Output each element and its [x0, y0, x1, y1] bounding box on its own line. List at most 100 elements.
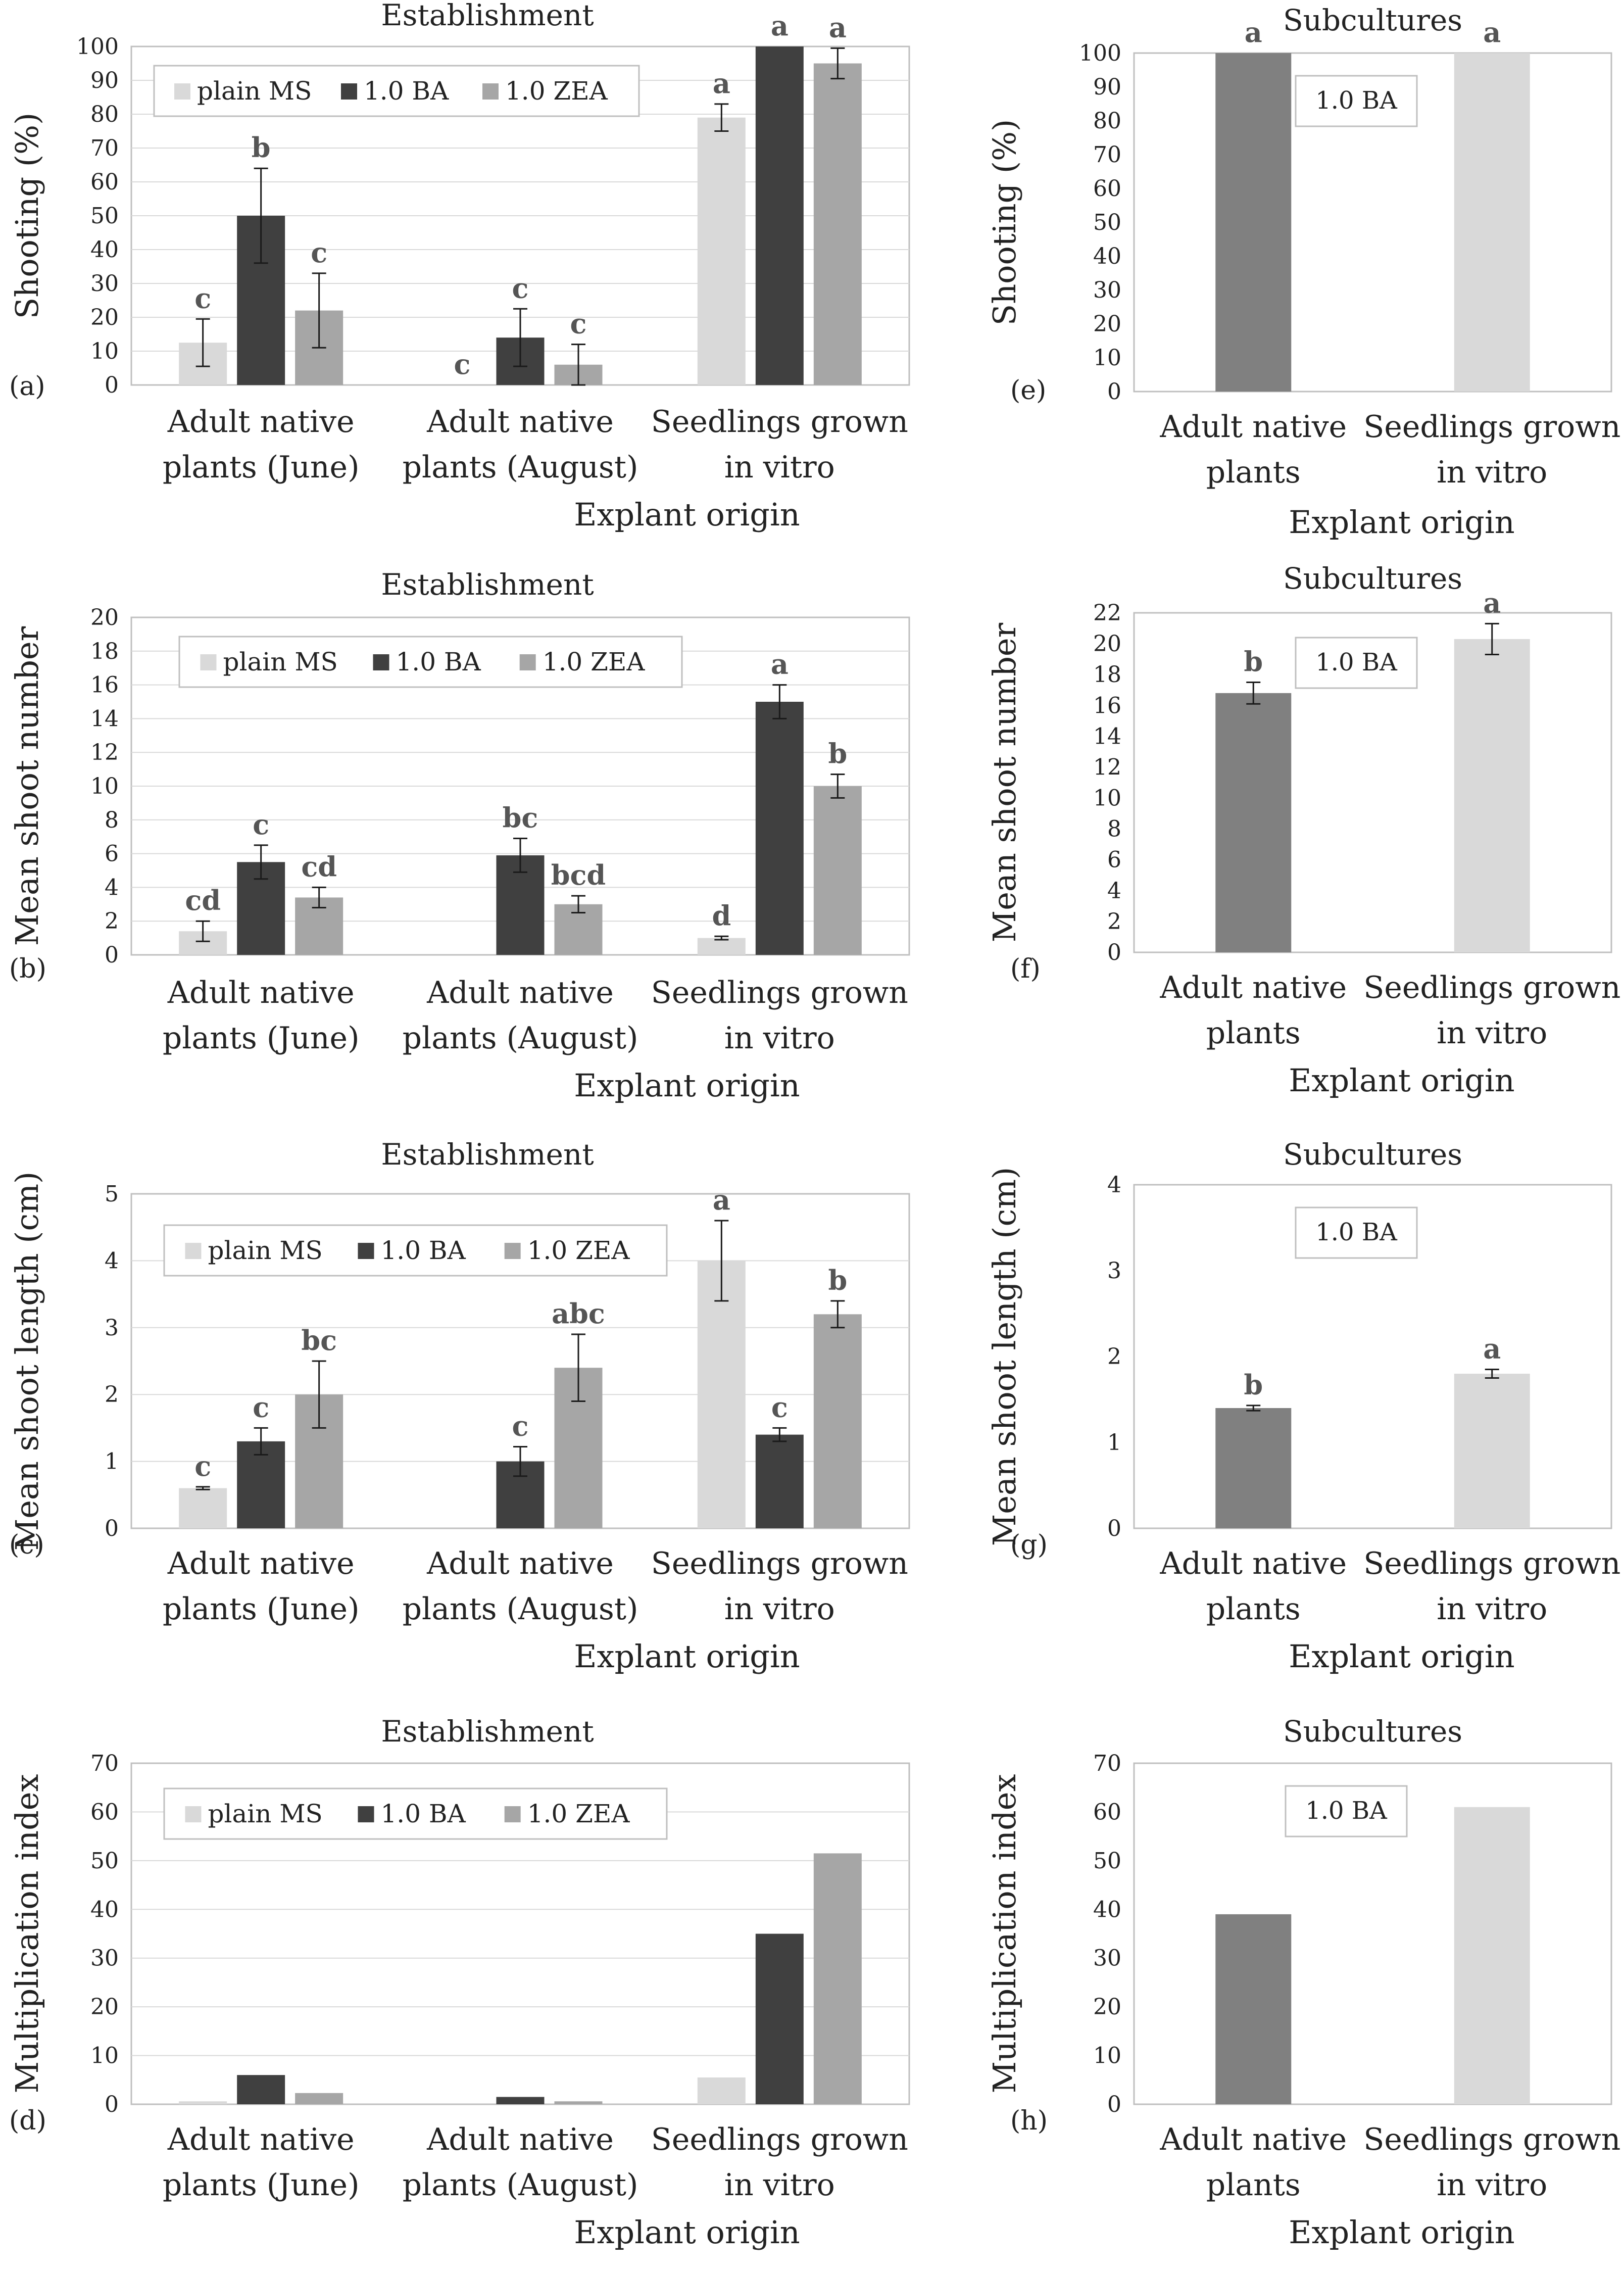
panel-h-y-tick-label: 50	[1093, 1848, 1121, 1874]
panel-c-legend-swatch	[358, 1243, 374, 1259]
panel-d-category-label: Seedlings grown	[651, 2122, 908, 2157]
panel-e-y-tick-label: 90	[1093, 74, 1121, 100]
panel-b-significance-letter: cd	[185, 884, 221, 916]
panel-e-plot-frame	[1133, 52, 1612, 393]
panel-d-category-label: plants (August)	[403, 2167, 638, 2203]
panel-e-treatment-box	[1295, 75, 1418, 127]
panel-f-y-tick-label: 14	[1093, 723, 1121, 749]
panel-c-legend-label: plain MS	[208, 1236, 322, 1265]
panel-g-y-axis-label: Mean shoot length (cm)	[986, 1167, 1023, 1546]
panel-c-y-tick-label: 4	[105, 1248, 119, 1274]
panel-e-y-tick-label: 40	[1093, 244, 1121, 269]
panel-b-legend-label: 1.0 BA	[396, 647, 481, 676]
panel-c-bar	[697, 1261, 746, 1528]
panel-d-legend-label: plain MS	[208, 1799, 322, 1828]
panel-d-y-tick-label: 50	[90, 1848, 119, 1874]
panel-b-y-axis-label: Mean shoot number	[9, 626, 45, 946]
panel-f-significance-letter: a	[1483, 587, 1501, 619]
panel-g-plot-frame	[1133, 1184, 1612, 1529]
panel-b-category-label: Adult native	[426, 975, 614, 1010]
panel-e-category-label: Seedlings grown	[1363, 409, 1620, 445]
panel-a-significance-letter: c	[512, 272, 529, 304]
panel-f-category-label: plants	[1206, 1015, 1301, 1051]
panel-a-y-tick-label: 0	[105, 372, 119, 398]
panel-d-bar	[813, 1853, 862, 2104]
panel-g-y-tick-label: 2	[1107, 1344, 1121, 1370]
panel-h-category-label: plants	[1206, 2167, 1301, 2203]
panel-d-bar	[295, 2093, 343, 2104]
panel-a-significance-letter: a	[713, 67, 730, 100]
panel-b-bar	[697, 938, 746, 955]
panel-b-y-tick-label: 16	[90, 672, 119, 698]
panel-e-y-axis-label: Shooting (%)	[986, 119, 1023, 325]
panel-d-y-tick-label: 30	[90, 1946, 119, 1971]
panel-g-y-tick-label: 1	[1107, 1430, 1121, 1456]
panel-f-plot-frame	[1133, 612, 1612, 953]
panel-h-y-tick-label: 10	[1093, 2043, 1121, 2069]
panel-b-category-label: Seedlings grown	[651, 975, 908, 1010]
panel-e-bar	[1454, 53, 1530, 392]
panel-a-category-label: Seedlings grown	[651, 404, 908, 440]
panel-a-y-tick-label: 90	[90, 68, 119, 93]
panel-b-panel-label: (b)	[9, 954, 46, 984]
panel-a-category-label: in vitro	[724, 450, 835, 485]
panel-b-significance-letter: bc	[503, 802, 538, 834]
panel-f-y-tick-label: 2	[1107, 909, 1121, 935]
panel-c-category-label: Adult native	[426, 1546, 614, 1581]
panel-b-significance-letter: bcd	[551, 859, 606, 891]
panel-b-y-tick-label: 4	[105, 875, 119, 900]
panel-c-y-tick-label: 3	[105, 1315, 119, 1341]
panel-e-x-axis-label: Explant origin	[1289, 504, 1515, 541]
panel-a-significance-letter: c	[454, 348, 471, 380]
panel-d-title: Establishment	[381, 1714, 594, 1749]
panel-b-y-tick-label: 8	[105, 807, 119, 833]
panel-e-y-tick-label: 100	[1079, 40, 1121, 66]
panel-e-y-tick-label: 80	[1093, 108, 1121, 134]
panel-b-category-label: plants (June)	[163, 1021, 360, 1056]
panel-e-title: Subcultures	[1283, 3, 1462, 37]
panel-g-significance-letter: b	[1244, 1369, 1263, 1401]
panel-a-significance-letter: a	[829, 11, 847, 43]
panel-d-y-tick-label: 0	[105, 2092, 119, 2117]
panel-g-y-tick-label: 0	[1107, 1516, 1121, 1541]
panel-h-category-label: Adult native	[1159, 2122, 1347, 2157]
panel-e-category-label: in vitro	[1437, 455, 1547, 490]
panel-h-y-tick-label: 0	[1107, 2092, 1121, 2117]
panel-b-legend	[178, 636, 683, 688]
panel-f-y-tick-label: 20	[1093, 631, 1121, 657]
panel-a-significance-letter: a	[771, 10, 789, 42]
panel-e-y-tick-label: 20	[1093, 311, 1121, 337]
panel-a-bar	[755, 46, 804, 385]
panel-e-bar	[1215, 53, 1292, 392]
panel-g-category-label: Seedlings grown	[1363, 1546, 1620, 1581]
panel-b-significance-letter: a	[771, 648, 789, 681]
panel-b-significance-letter: cd	[301, 850, 337, 883]
panel-a-y-tick-label: 10	[90, 338, 119, 364]
panel-d-legend-swatch	[358, 1806, 374, 1822]
panel-b-bar	[813, 786, 862, 955]
panel-a-significance-letter: c	[194, 282, 211, 314]
panel-f-title: Subcultures	[1283, 561, 1462, 596]
panel-b-y-tick-label: 20	[90, 605, 119, 631]
panel-a-y-tick-label: 50	[90, 203, 119, 229]
panel-g-significance-letter: a	[1483, 1333, 1501, 1365]
panel-d-category-label: plants (June)	[163, 2167, 360, 2203]
panel-f-y-axis-label: Mean shoot number	[986, 622, 1023, 942]
panel-d-bar	[697, 2077, 746, 2104]
panel-b-title: Establishment	[381, 567, 594, 602]
panel-g-category-label: plants	[1206, 1591, 1301, 1627]
panel-h-y-axis-label: Multiplication index	[986, 1774, 1023, 2094]
panel-h-bar	[1454, 1807, 1530, 2104]
panel-d-legend-swatch	[185, 1806, 202, 1822]
panel-a-y-tick-label: 70	[90, 135, 119, 161]
panel-f-y-tick-label: 16	[1093, 693, 1121, 718]
panel-c-y-tick-label: 1	[105, 1449, 119, 1475]
panel-d-y-tick-label: 10	[90, 2043, 119, 2069]
panel-d-y-tick-label: 40	[90, 1897, 119, 1922]
panel-h-category-label: in vitro	[1437, 2167, 1547, 2203]
panel-b-significance-letter: d	[712, 899, 731, 932]
panel-c-bar	[179, 1488, 227, 1528]
panel-g-bar	[1215, 1408, 1292, 1528]
panel-a-y-tick-label: 30	[90, 271, 119, 297]
